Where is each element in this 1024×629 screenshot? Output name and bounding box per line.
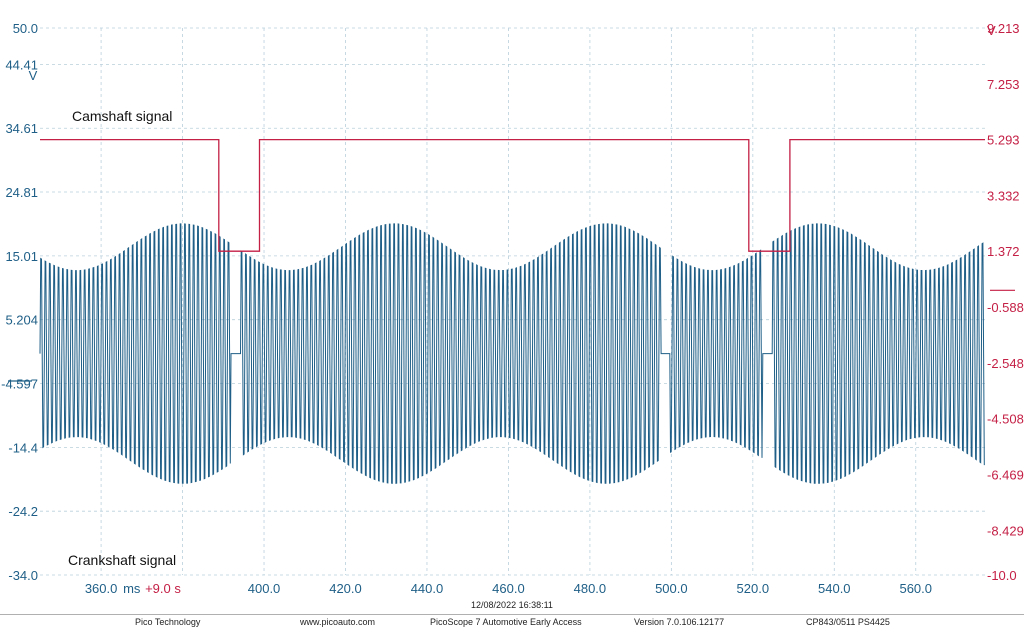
crankshaft-label: Crankshaft signal [68, 552, 176, 568]
camshaft-series [40, 138, 985, 252]
right-tick-label: -8.429 [987, 523, 1024, 538]
right-tick-label: -10.0 [987, 568, 1017, 583]
right-tick-label: 5.293 [987, 133, 1020, 148]
left-tick-label: -14.4 [8, 440, 38, 455]
x-axis: 360.0 400.0 420.0 440.0 460.0 480.0 500.0 520.0… [85, 581, 932, 596]
x-tick-label: 560.0 [899, 581, 932, 596]
left-tick-label: 5.204 [5, 313, 38, 328]
left-tick-label: 34.61 [5, 121, 38, 136]
x-tick-label: 400.0 [248, 581, 281, 596]
left-tick-label: 44.41 [5, 57, 38, 72]
footer-company: Pico Technology [135, 617, 201, 627]
footer-website[interactable]: www.picoauto.com [300, 617, 376, 627]
right-tick-label: 9.213 [987, 21, 1020, 36]
crankshaft-trace [39, 223, 985, 484]
x-tick-label: 520.0 [737, 581, 770, 596]
footer-bar: Pico Technology www.picoauto.com PicoSco… [0, 614, 1024, 629]
x-axis-unit: ms [123, 581, 141, 596]
footer-device: CP843/0511 PS4425 [806, 617, 890, 627]
footer-app: PicoScope 7 Automotive Early Access [430, 617, 582, 627]
series-labels: Camshaft signal Crankshaft signal [68, 108, 176, 568]
left-axis: 50.0 44.41 34.61 24.81 15.01 5.204 -4.597 -14.4… [1, 21, 38, 583]
x-tick-label: 460.0 [492, 581, 525, 596]
left-tick-label: 24.81 [5, 185, 38, 200]
left-tick-label: 15.01 [5, 249, 38, 264]
crankshaft-series [39, 223, 985, 484]
right-axis-unit: V [987, 23, 996, 38]
x-tick-label: 440.0 [411, 581, 444, 596]
x-tick-label: 360.0 [85, 581, 118, 596]
right-axis: 9.213 7.253 5.293 3.332 1.372 -0.588 -2.548 -4.… [987, 21, 1024, 583]
right-tick-label: -2.548 [987, 356, 1024, 371]
oscilloscope-chart: 50.0 44.41 34.61 24.81 15.01 5.204 -4.597 -14.4… [1, 21, 1024, 596]
camshaft-trace [40, 138, 985, 252]
capture-timestamp: 12/08/2022 16:38:11 [471, 600, 553, 610]
footer-version: Version 7.0.106.12177 [634, 617, 725, 627]
left-tick-label: 50.0 [13, 21, 38, 36]
x-tick-label: 420.0 [329, 581, 362, 596]
x-tick-label: 480.0 [574, 581, 607, 596]
x-axis-offset: +9.0 s [145, 581, 181, 596]
left-axis-unit: V [29, 68, 38, 83]
left-tick-label: -4.597 [1, 377, 38, 392]
right-tick-label: -6.469 [987, 467, 1024, 482]
left-tick-label: -24.2 [8, 504, 38, 519]
camshaft-label: Camshaft signal [72, 108, 172, 124]
right-tick-label: -0.588 [987, 300, 1024, 315]
right-tick-label: -4.508 [987, 412, 1024, 427]
left-tick-label: -34.0 [8, 568, 38, 583]
right-tick-label: 7.253 [987, 77, 1020, 92]
right-tick-label: 3.332 [987, 188, 1020, 203]
right-tick-label: 1.372 [987, 244, 1020, 259]
x-tick-label: 500.0 [655, 581, 688, 596]
x-tick-label: 540.0 [818, 581, 851, 596]
